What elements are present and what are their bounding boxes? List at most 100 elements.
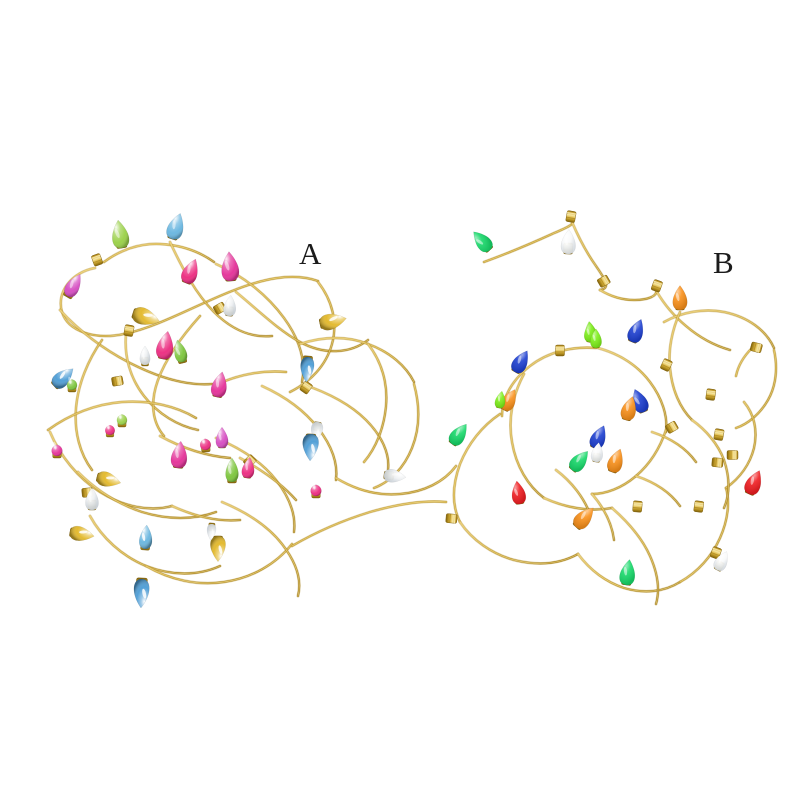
garland-bulb [116, 411, 128, 428]
bulb-specular [224, 260, 230, 271]
garland-bulb [174, 339, 188, 364]
bulb-specular [594, 448, 597, 455]
bulb-gloss [591, 442, 603, 463]
garland-bulb [105, 422, 115, 438]
garland-bulb [310, 481, 322, 499]
garland-bulb [155, 330, 174, 360]
bulb-specular [245, 463, 248, 471]
garland-wire-highlight [159, 435, 231, 459]
bulb-gloss [619, 559, 635, 586]
garland-wire-highlight [77, 471, 217, 519]
bulb-gloss [633, 389, 649, 413]
bulb-specular [586, 328, 590, 335]
bulb-gloss [241, 457, 255, 479]
garland-wire-highlight [301, 383, 389, 471]
garland-bulb [139, 524, 153, 551]
garland-wire-shadow [260, 384, 338, 482]
bulb-specular [312, 481, 316, 490]
bulb-specular [580, 511, 586, 520]
bulb-gloss [139, 525, 152, 550]
garland-wire-highlight [679, 487, 729, 583]
bulb-gloss [211, 371, 227, 398]
bulb-specular [227, 465, 232, 475]
bulb-specular [750, 476, 755, 485]
garland-wire-highlight [261, 385, 337, 481]
garland-wire-shadow [734, 346, 754, 378]
bulb-specular [517, 355, 522, 364]
garland-bulb [713, 551, 728, 572]
garland-wire-highlight [171, 505, 241, 521]
garland-bulbs-layer [51, 213, 762, 609]
garland-bulb [96, 471, 122, 487]
garland-wire-highlight [543, 497, 613, 510]
garland-wire-highlight [47, 401, 197, 431]
garland-bulb [221, 251, 240, 282]
garland-bulb [206, 522, 217, 541]
bulb-specular [175, 448, 179, 459]
garland-crimp-bead [709, 546, 722, 560]
garland-bulb [511, 480, 527, 505]
garland-wire-highlight [691, 419, 729, 509]
bulb-gloss [569, 451, 588, 472]
garland-bulb [627, 318, 644, 344]
garland-bulb [131, 307, 161, 325]
garland-crimp-bead [91, 253, 104, 267]
bulb-specular [392, 472, 400, 476]
bulb-specular [79, 530, 88, 534]
garland-bulb [560, 229, 576, 255]
garland-bulb [66, 376, 78, 393]
bulb-specular [476, 239, 484, 245]
garland-bulb [383, 469, 407, 483]
bulb-gloss [561, 229, 576, 255]
garland-wire-shadow [662, 308, 776, 350]
garland-wire [152, 315, 201, 437]
garland-wire-highlight [75, 339, 103, 471]
bulb-specular [201, 436, 205, 444]
garland-bulb [215, 426, 229, 449]
garland-wire-shadow [590, 492, 616, 542]
garland-bulb [112, 219, 130, 249]
garland-wire-highlight [89, 515, 221, 574]
panel-label-b: B [713, 245, 734, 280]
garland-crimp-bead [299, 380, 313, 395]
bulb-specular [634, 397, 640, 405]
garland-bulb [133, 577, 150, 609]
bulb-specular [187, 265, 191, 274]
garland-wire-highlight [169, 241, 273, 337]
bulb-gloss [300, 356, 315, 383]
garland-wire-highlight [571, 221, 607, 291]
garland-wire-highlight [735, 349, 777, 429]
garland-crimp-bead [111, 375, 124, 387]
garland-bulb [589, 425, 606, 450]
bulb-specular [69, 279, 74, 289]
bulb-specular [218, 545, 223, 554]
garland-bulb [494, 390, 506, 409]
bulb-gloss [225, 458, 239, 482]
bulb-specular [675, 292, 680, 302]
bulb-specular [612, 454, 616, 464]
bulb-gloss [223, 295, 236, 317]
bulb-gloss [511, 350, 528, 374]
bulb-specular [497, 395, 501, 402]
garland-wire-shadow [458, 520, 580, 565]
garland-wire-highlight [221, 501, 300, 597]
garland-wire-highlight [599, 289, 657, 301]
garland-wire [591, 493, 615, 541]
garland-bulb [210, 535, 226, 563]
garland-crimp-bead [597, 274, 611, 288]
bulb-specular [218, 433, 222, 441]
bulb-gloss [590, 328, 602, 348]
garland-wire-shadow [634, 474, 682, 508]
garland-bulb [166, 213, 184, 241]
bulb-specular [106, 422, 110, 430]
garland-bulb [85, 487, 99, 511]
garland-crimp-bead [726, 450, 739, 460]
bulb-specular [455, 428, 460, 437]
garland-bulb [744, 470, 762, 496]
bulb-gloss [302, 433, 319, 461]
bulb-specular [211, 529, 215, 536]
garland-wire-highlight [215, 437, 295, 533]
garland-wire [89, 515, 221, 575]
garland-wire-highlight [663, 310, 775, 349]
